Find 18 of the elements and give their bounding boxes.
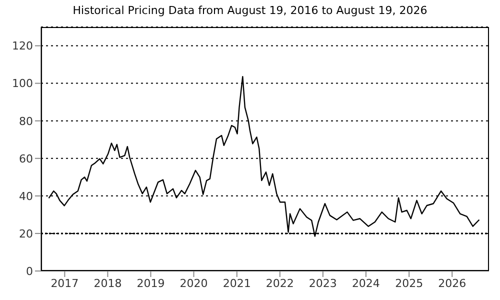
y-tick-label: 120 xyxy=(12,40,33,53)
y-tick-label: 40 xyxy=(19,190,33,203)
x-tick-label: 2023 xyxy=(308,276,337,290)
y-tick-label: 20 xyxy=(19,227,33,240)
y-tick-label: 80 xyxy=(19,114,33,128)
x-tick-label: 2017 xyxy=(50,276,79,290)
x-tick-label: 2018 xyxy=(94,276,122,290)
x-tick-label: 2026 xyxy=(438,276,466,290)
x-tick-label: 2020 xyxy=(180,276,208,290)
x-tick-label: 2021 xyxy=(222,276,251,290)
chart-title: Historical Pricing Data from August 19, 2016 to August 19, 2026 xyxy=(72,4,428,17)
y-tick-label: 0 xyxy=(26,264,33,278)
x-tick-label: 2024 xyxy=(352,276,380,290)
x-tick-label: 2022 xyxy=(266,276,294,290)
x-tick-label: 2019 xyxy=(136,276,165,290)
y-tick-label: 100 xyxy=(12,77,33,90)
y-tick-label: 60 xyxy=(19,152,33,166)
x-tick-label: 2025 xyxy=(395,276,424,290)
